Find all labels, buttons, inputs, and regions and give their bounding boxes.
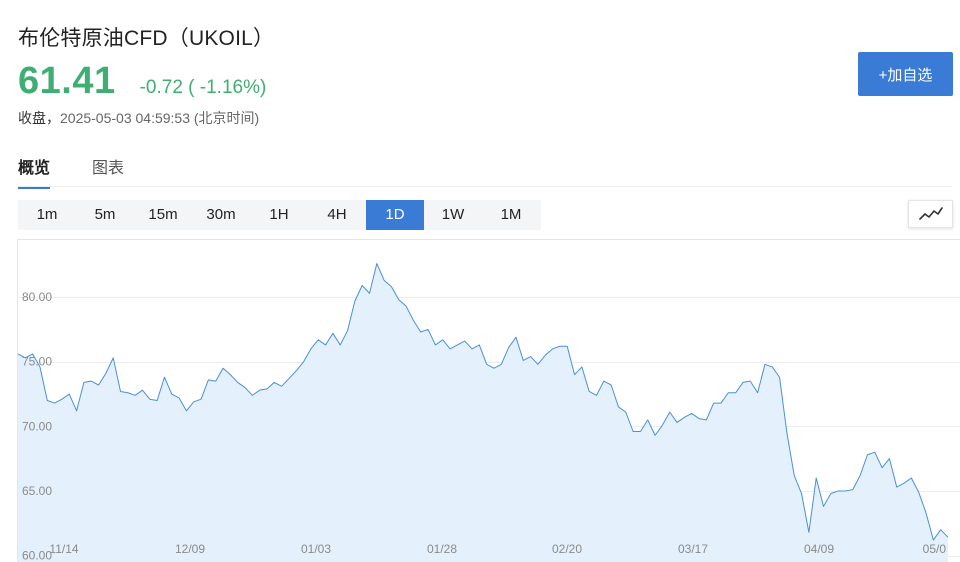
tab-overview[interactable]: 概览 <box>18 154 51 189</box>
y-tick-label: 65.00 <box>22 484 52 498</box>
line-chart-icon <box>918 207 943 220</box>
x-tick-label: 11/14 <box>49 542 78 556</box>
view-tabs: 概览 图表 <box>18 154 166 189</box>
period-1w[interactable]: 1W <box>441 206 465 223</box>
price-line <box>17 263 949 541</box>
close-label: 收盘， <box>18 110 60 126</box>
close-timestamp: 收盘，2025-05-03 04:59:53 (北京时间) <box>18 108 259 128</box>
period-30m[interactable]: 30m <box>206 206 236 223</box>
price-chart[interactable]: 80.00 75.00 70.00 65.00 60.00 11/14 12/09 01/03… <box>17 239 960 562</box>
last-price: 61.41 <box>18 60 116 102</box>
tab-chart[interactable]: 图表 <box>92 160 125 177</box>
x-tick-label: 04/09 <box>804 542 834 556</box>
x-tick-label: 01/28 <box>427 542 457 556</box>
period-1h[interactable]: 1H <box>269 206 289 223</box>
period-selector: 1m 5m 15m 30m 1H 4H 1D 1W 1M <box>18 200 541 230</box>
x-tick-label: 03/17 <box>678 542 708 556</box>
y-tick-label: 75.00 <box>22 355 52 369</box>
period-4h[interactable]: 4H <box>327 206 347 223</box>
period-1m[interactable]: 1m <box>36 206 58 223</box>
instrument-title: 布伦特原油CFD（UKOIL） <box>18 27 275 50</box>
chart-type-button[interactable] <box>908 200 953 228</box>
period-15m[interactable]: 15m <box>148 206 178 223</box>
x-tick-label: 02/20 <box>552 542 582 556</box>
quote-row: 61.41 -0.72 ( -1.16%) <box>18 60 266 103</box>
price-area <box>18 263 948 562</box>
price-change: -0.72 ( -1.16%) <box>139 77 267 98</box>
close-time-value: 2025-05-03 04:59:53 (北京时间) <box>60 110 260 126</box>
x-tick-label: 01/03 <box>301 542 331 556</box>
y-tick-label: 60.00 <box>22 549 52 562</box>
x-tick-label: 05/0 <box>923 542 947 556</box>
add-to-watchlist-button[interactable]: +加自选 <box>858 52 953 96</box>
y-tick-label: 80.00 <box>22 290 52 304</box>
x-tick-label: 12/09 <box>175 542 205 556</box>
tabs-divider <box>18 186 952 187</box>
period-5m[interactable]: 5m <box>94 206 116 223</box>
y-tick-label: 70.00 <box>22 419 52 433</box>
period-1mo[interactable]: 1M <box>500 206 522 223</box>
period-1d[interactable]: 1D <box>366 200 424 230</box>
